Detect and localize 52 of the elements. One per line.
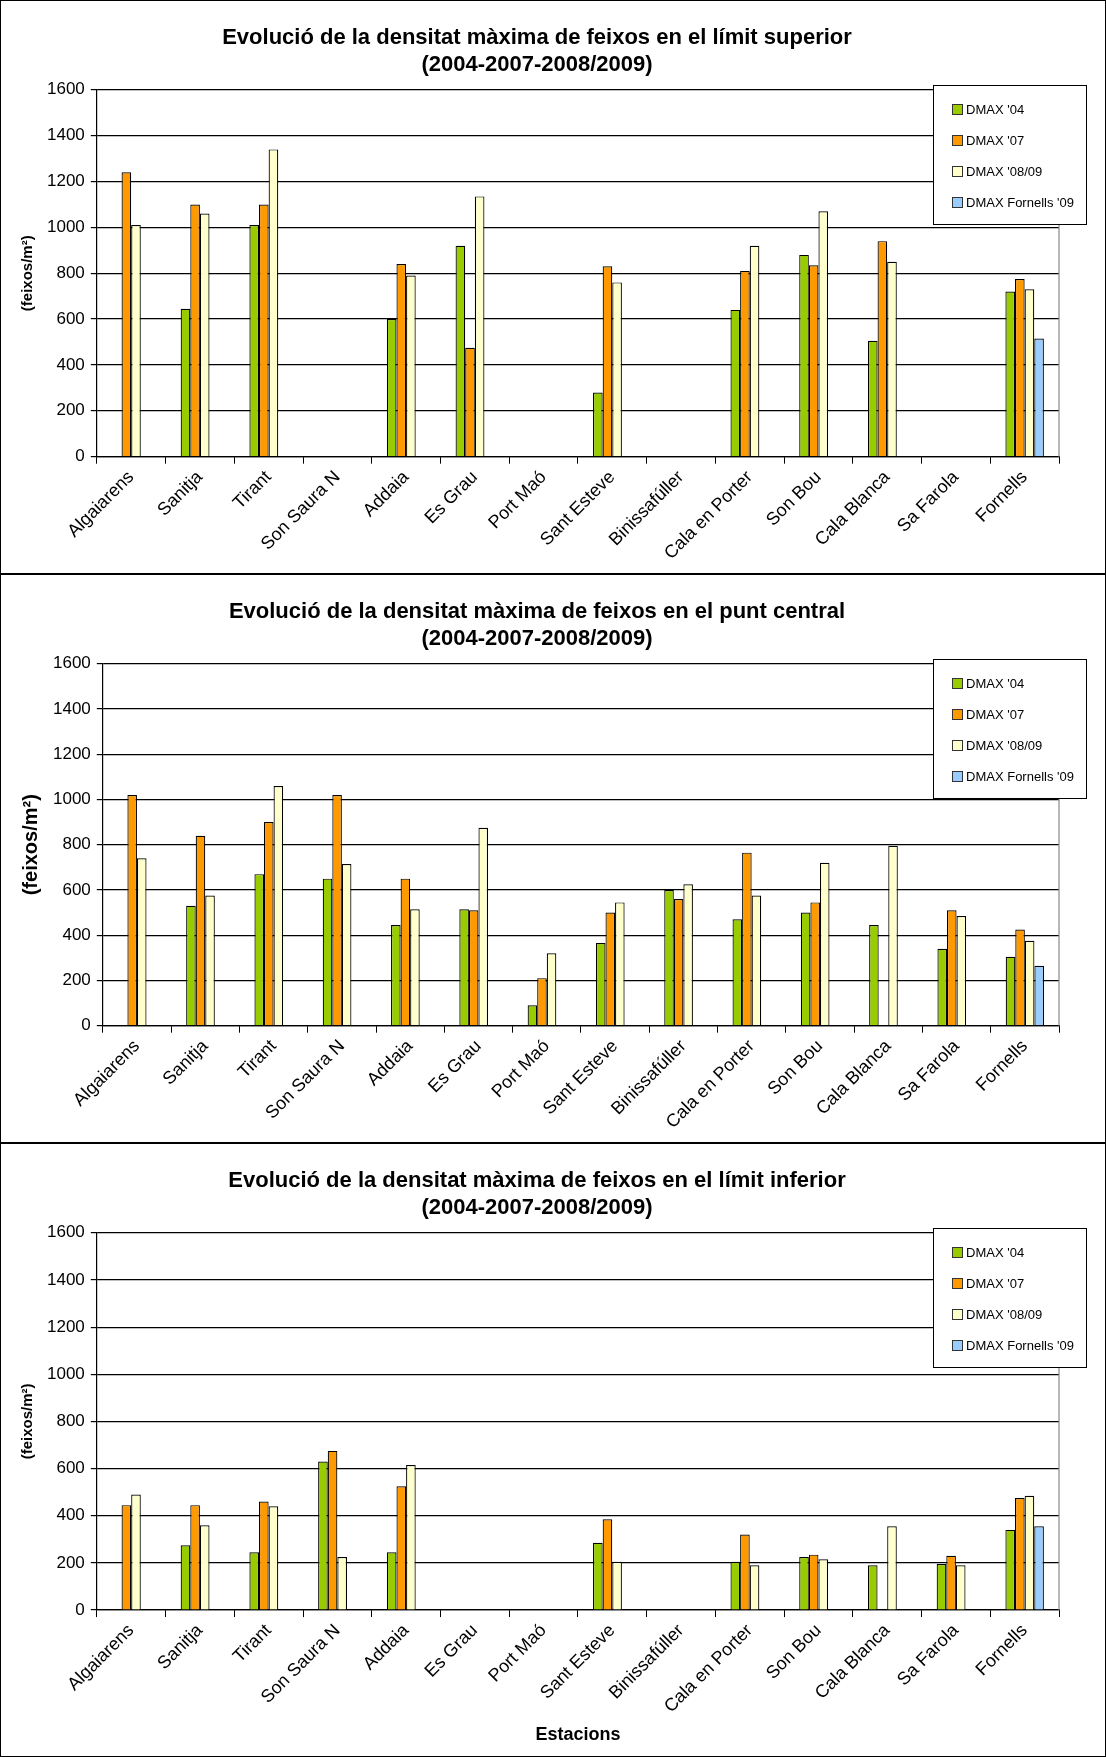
chart-title: Evolució de la densitat màxima de feixos en el límit inferior: [228, 1167, 847, 1193]
y-tick-label: 200: [56, 400, 85, 420]
legend-label: DMAX '07: [966, 1276, 1025, 1291]
y-tick-label: 1000: [46, 1363, 85, 1383]
y-tick-label: 200: [56, 1552, 85, 1572]
x-axis-title: Estacions: [535, 1724, 621, 1745]
y-tick-label: 400: [62, 924, 91, 944]
y-tick-label: 1200: [46, 1316, 85, 1336]
y-tick-label: 1200: [46, 171, 85, 191]
legend-label: DMAX '07: [966, 133, 1025, 148]
x-tick-label: Son Bou: [761, 1619, 825, 1683]
y-tick-label: 1400: [52, 698, 91, 718]
legend-label: DMAX Fornells '09: [966, 195, 1074, 210]
chart-subtitle: (2004-2007-2008/2009): [421, 1193, 653, 1219]
y-tick-label: 1600: [52, 653, 91, 673]
legend-label: DMAX '04: [966, 102, 1025, 117]
legend-label: DMAX '04: [966, 1245, 1025, 1260]
chart-subtitle: (2004-2007-2008/2009): [421, 50, 653, 76]
x-tick-label: Son Bou: [763, 1035, 827, 1099]
y-tick-label: 1000: [46, 217, 85, 237]
y-axis-title: (feixos/m²): [18, 1383, 36, 1460]
y-tick-label: 1400: [46, 125, 85, 145]
y-tick-label: 800: [62, 834, 91, 854]
y-axis-title: (feixos/m²): [18, 235, 36, 312]
x-tick-label: Son Bou: [761, 466, 825, 530]
chart-title: Evolució de la densitat màxima de feixos en el punt central: [228, 598, 846, 624]
y-axis-title: (feixos/m²): [18, 794, 41, 896]
y-tick-label: 0: [75, 1599, 85, 1619]
y-tick-label: 600: [62, 879, 91, 899]
legend-label: DMAX '08/09: [966, 1307, 1043, 1322]
legend-label: DMAX '08/09: [966, 164, 1043, 179]
y-tick-label: 1600: [46, 1222, 85, 1242]
y-tick-label: 0: [81, 1015, 91, 1035]
y-tick-label: 400: [56, 1505, 85, 1525]
legend-label: DMAX '08/09: [966, 738, 1043, 753]
y-tick-label: 1600: [46, 79, 85, 99]
legend-label: DMAX Fornells '09: [966, 1338, 1074, 1353]
y-tick-label: 0: [75, 446, 85, 466]
y-tick-label: 400: [56, 354, 85, 374]
y-tick-label: 600: [56, 1458, 85, 1478]
y-tick-label: 800: [56, 262, 85, 282]
chart-title: Evolució de la densitat màxima de feixos en el límit superior: [222, 24, 853, 50]
y-tick-label: 800: [56, 1411, 85, 1431]
y-tick-label: 1400: [46, 1269, 85, 1289]
chart-subtitle: (2004-2007-2008/2009): [421, 624, 653, 650]
legend-label: DMAX '07: [966, 707, 1025, 722]
y-tick-label: 600: [56, 308, 85, 328]
legend-label: DMAX '04: [966, 676, 1025, 691]
y-tick-label: 1000: [52, 789, 91, 809]
y-tick-label: 200: [62, 970, 91, 990]
legend-label: DMAX Fornells '09: [966, 769, 1074, 784]
y-tick-label: 1200: [52, 743, 91, 763]
